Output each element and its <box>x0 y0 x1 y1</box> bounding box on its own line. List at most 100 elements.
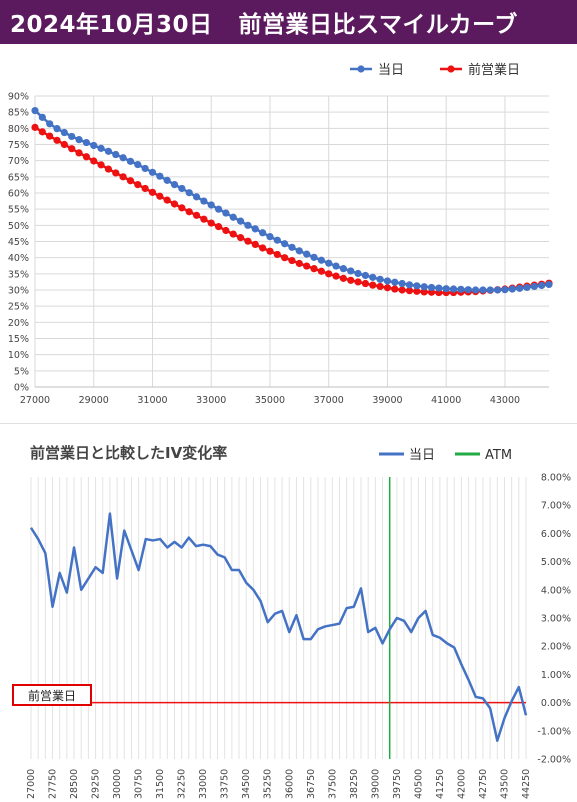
data-point <box>405 287 414 295</box>
data-point <box>457 285 465 293</box>
y-tick-label: 35% <box>8 269 29 280</box>
x-tick-label: 39750 <box>392 769 403 799</box>
iv-change-chart: 前営業日と比較したIV変化率 -2.00% -1.00% 0.00% 1.00% 2.00… <box>26 444 571 799</box>
data-point <box>310 253 318 261</box>
x-tick-label: 33000 <box>198 769 209 799</box>
data-point <box>119 154 127 162</box>
data-point <box>82 138 90 147</box>
data-point <box>60 140 68 149</box>
data-point <box>273 250 281 259</box>
data-point <box>229 213 237 221</box>
data-point <box>325 270 333 278</box>
data-point <box>134 180 142 189</box>
data-point <box>104 147 113 155</box>
y-tick-label: 45% <box>8 237 29 248</box>
data-point <box>398 279 406 288</box>
data-point <box>200 215 208 223</box>
x-tick-label: 40500 <box>413 769 424 799</box>
data-point <box>516 284 524 292</box>
x-tick-label: 42750 <box>478 769 489 799</box>
x-tick-label: 43500 <box>499 769 510 799</box>
data-point <box>303 250 311 258</box>
x-tick-label: 36000 <box>284 769 295 799</box>
x-tick-label: 33750 <box>220 769 231 799</box>
data-point <box>420 288 428 296</box>
data-point <box>237 217 245 225</box>
y-tick-label: -1.00% <box>537 726 571 737</box>
data-point <box>413 282 421 290</box>
data-point <box>369 273 377 281</box>
data-point <box>354 278 362 286</box>
y-tick-label: 20% <box>8 318 29 329</box>
x-tick-label: 29000 <box>79 395 109 406</box>
x-tick-label: 43000 <box>490 395 520 406</box>
y-tick-label: 60% <box>8 189 29 200</box>
header-date: 2024年10月30日 <box>10 12 213 38</box>
x-tick-label: 37000 <box>314 395 344 406</box>
y-tick-label: 5.00% <box>541 557 571 568</box>
header-title: 前営業日比スマイルカーブ <box>238 12 518 38</box>
x-tick-label: 42000 <box>456 769 467 799</box>
data-point <box>244 237 252 245</box>
data-point <box>530 282 538 291</box>
data-point <box>251 240 259 249</box>
data-point <box>97 144 105 152</box>
data-point <box>266 233 274 241</box>
data-point <box>325 259 333 267</box>
legend-label: 前営業日 <box>468 62 520 78</box>
x-tick-label: 41000 <box>431 395 461 406</box>
data-point <box>347 276 355 284</box>
chart-divider <box>0 423 577 424</box>
data-point <box>75 149 83 157</box>
y-tick-label: 1.00% <box>541 670 571 681</box>
data-point <box>192 211 201 219</box>
data-point <box>244 221 252 229</box>
data-point <box>310 265 318 273</box>
x-tick-label: 44250 <box>521 769 532 799</box>
data-point <box>332 262 340 270</box>
x-tick-label: 33000 <box>196 395 226 406</box>
data-point <box>288 256 296 265</box>
data-point <box>90 157 98 165</box>
y-tick-label: 4.00% <box>541 585 571 596</box>
data-point <box>420 283 428 291</box>
data-point <box>545 280 553 289</box>
data-point <box>46 132 54 140</box>
data-point <box>259 244 267 252</box>
x-tick-label: 30750 <box>134 769 145 799</box>
data-point <box>281 254 289 262</box>
legend-marker <box>357 65 365 73</box>
y-tick-label: 50% <box>8 221 29 232</box>
data-point <box>383 277 392 285</box>
data-point <box>391 278 399 286</box>
y-tick-label: 7.00% <box>541 501 571 512</box>
x-tick-label: 31500 <box>155 769 166 799</box>
data-point <box>427 283 436 292</box>
data-point <box>148 168 157 176</box>
legend-marker <box>447 65 455 73</box>
x-tick-label: 27000 <box>26 769 37 799</box>
data-point <box>288 243 296 251</box>
y-tick-label: 3.00% <box>541 614 571 625</box>
data-point <box>214 223 223 231</box>
y-tick-label: 2.00% <box>541 642 571 653</box>
data-point <box>68 132 76 141</box>
y-tick-label: -2.00% <box>537 755 571 766</box>
x-tick-label: 38250 <box>349 769 360 799</box>
data-point <box>126 177 135 185</box>
y-tick-label: 30% <box>8 286 29 297</box>
y-tick-label: 15% <box>8 334 29 345</box>
data-point <box>383 284 392 292</box>
y-tick-label: 75% <box>8 140 29 151</box>
x-tick-label: 37500 <box>327 769 338 799</box>
data-point <box>479 286 487 294</box>
data-point <box>295 259 303 268</box>
data-point <box>178 204 186 212</box>
data-point <box>82 153 90 161</box>
data-point <box>222 226 230 235</box>
y-tick-label: 85% <box>8 108 29 119</box>
data-point <box>112 169 120 177</box>
data-point <box>163 196 171 204</box>
data-point <box>317 256 325 264</box>
y-tick-label: 70% <box>8 156 29 167</box>
